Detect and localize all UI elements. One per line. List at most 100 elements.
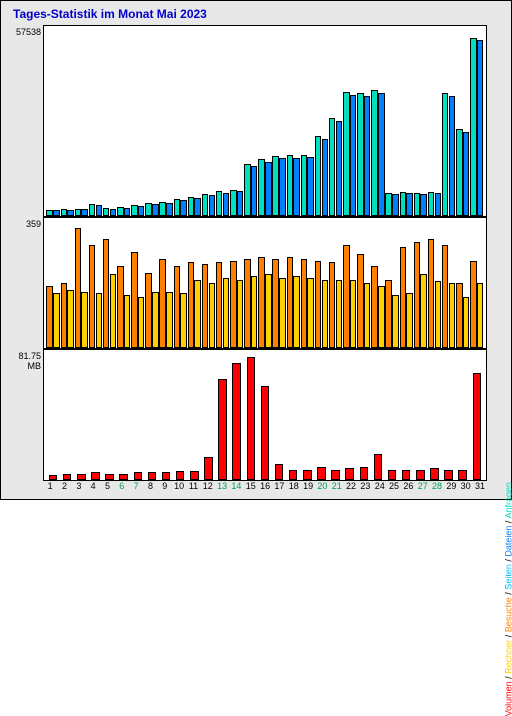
day-column [286,26,300,216]
day-column [201,218,215,348]
x-tick: 20 [315,481,329,495]
day-column [258,350,272,480]
bar-anfragen [159,202,165,216]
x-tick: 1 [43,481,57,495]
day-column [314,350,328,480]
ylabel-top: 57538 [3,27,41,37]
bar-dateien [209,195,215,216]
day-column [300,350,314,480]
bar-rechner [322,280,328,348]
bar-dateien [223,193,229,216]
bar-rechner [194,280,200,348]
bar-dateien [53,210,59,216]
ylabel-bot: 81.75 MB [3,351,41,371]
x-tick: 15 [244,481,258,495]
bar-besuche [400,247,406,348]
day-column [145,218,159,348]
bar-anfragen [357,93,363,216]
bar-dateien [449,96,455,216]
bar-anfragen [61,209,67,216]
bar-besuche [329,262,335,348]
bar-rechner [378,286,384,348]
bar-besuche [357,254,363,348]
day-column [244,218,258,348]
panel-volumen [43,349,487,481]
bar-rechner [350,280,356,348]
day-column [145,350,159,480]
bar-besuche [315,261,321,348]
day-column [74,350,88,480]
x-tick: 18 [287,481,301,495]
day-column [117,218,131,348]
bar-anfragen [301,155,307,216]
bar-anfragen [117,207,123,216]
panel-seiten-besuche-rechner [43,217,487,349]
day-column [244,350,258,480]
bar-besuche [442,245,448,348]
bar-rechner [307,278,313,348]
bar-rechner [81,292,87,348]
day-column [442,26,456,216]
x-tick: 2 [57,481,71,495]
bar-dateien [477,40,483,216]
bar-volumen [176,471,184,480]
day-column [258,218,272,348]
panel-anfragen-dateien [43,25,487,217]
bar-rechner [53,293,59,348]
x-tick: 22 [344,481,358,495]
bar-anfragen [272,156,278,216]
x-tick: 8 [143,481,157,495]
day-column [329,218,343,348]
bar-dateien [420,194,426,216]
day-column [244,26,258,216]
bar-besuche [117,266,123,348]
day-column [74,26,88,216]
bar-volumen [148,472,156,480]
x-tick: 9 [158,481,172,495]
bar-dateien [307,157,313,216]
bar-dateien [378,93,384,216]
x-tick: 14 [229,481,243,495]
bar-volumen [360,467,368,480]
bar-anfragen [230,190,236,216]
day-column [201,26,215,216]
bar-anfragen [287,155,293,216]
bar-besuche [301,259,307,348]
day-column [88,26,102,216]
x-tick: 26 [401,481,415,495]
bar-volumen [261,386,269,480]
day-column [470,26,484,216]
bar-rechner [392,295,398,348]
x-tick: 28 [430,481,444,495]
day-column [145,26,159,216]
bar-dateien [279,158,285,216]
bar-anfragen [46,210,52,216]
bar-dateien [251,166,257,216]
day-column [385,26,399,216]
day-column [131,218,145,348]
x-tick: 7 [129,481,143,495]
day-column [216,218,230,348]
day-column [173,218,187,348]
bar-dateien [350,95,356,216]
bar-anfragen [188,197,194,216]
bar-volumen [473,373,481,480]
day-column [187,350,201,480]
bar-dateien [364,96,370,216]
bar-volumen [134,472,142,480]
bar-besuche [371,266,377,348]
bar-anfragen [216,191,222,216]
chart-container: Tages-Statistik im Monat Mai 2023 57538 … [0,0,512,500]
day-column [300,218,314,348]
x-tick: 12 [201,481,215,495]
bar-dateien [406,193,412,216]
bar-besuche [174,266,180,348]
bar-besuche [385,280,391,348]
bar-dateien [392,194,398,216]
day-column [300,26,314,216]
x-tick: 30 [459,481,473,495]
bar-besuche [202,264,208,348]
day-column [103,218,117,348]
day-column [286,218,300,348]
bar-anfragen [131,205,137,216]
